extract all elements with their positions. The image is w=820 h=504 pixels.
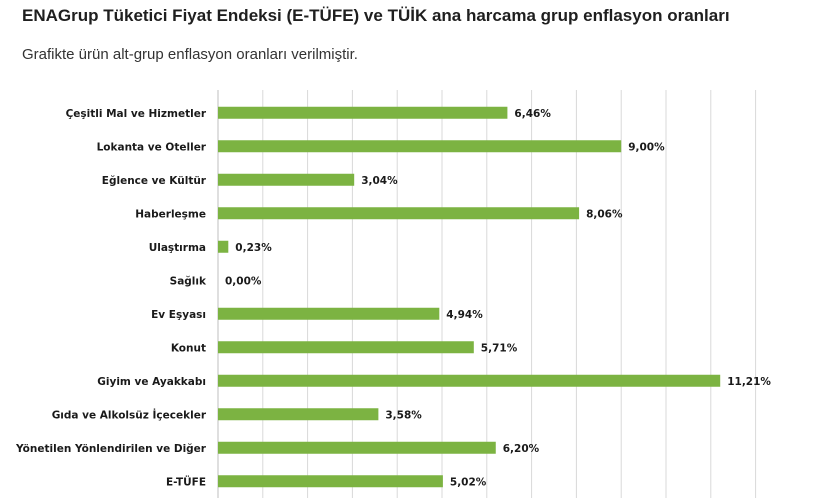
value-label: 5,71% [481, 342, 518, 354]
bar [218, 106, 508, 119]
value-label: 3,04% [361, 175, 398, 187]
category-label: Ulaştırma [149, 242, 206, 254]
category-label: Çeşitli Mal ve Hizmetler [66, 108, 207, 120]
chart-subtitle: Grafikte ürün alt-grup enflasyon oranlar… [22, 46, 358, 63]
value-label: 5,02% [450, 476, 487, 488]
value-label: 3,58% [385, 409, 422, 421]
category-label: Ev Eşyası [151, 309, 206, 321]
bar [218, 307, 440, 320]
value-label: 4,94% [446, 309, 483, 321]
bar [218, 475, 443, 488]
bar [218, 441, 496, 454]
category-labels: Çeşitli Mal ve Hizmetler Lokanta ve Otell… [15, 108, 207, 489]
category-label: Lokanta ve Oteller [97, 141, 207, 153]
value-label: 0,00% [225, 275, 262, 287]
value-label: 0,23% [235, 242, 272, 254]
category-label: Eğlence ve Kültür [102, 175, 207, 187]
value-labels: 6,46% 9,00% 3,04% 8,06% 0,23% 0,00% 4,94% 5,71%… [225, 108, 771, 489]
bar [218, 240, 229, 253]
bar [218, 140, 622, 153]
value-label: 8,06% [586, 208, 623, 220]
value-label: 6,46% [514, 108, 551, 120]
category-label: Konut [171, 342, 206, 354]
category-label: Yönetilen Yönlendirilen ve Diğer [15, 443, 207, 455]
grid-lines [217, 90, 757, 498]
bar-chart: Çeşitli Mal ve Hizmetler Lokanta ve Otell… [15, 90, 771, 498]
category-label: Gıda ve Alkolsüz İçecekler [52, 407, 207, 421]
category-label: Sağlık [170, 275, 207, 287]
value-label: 6,20% [503, 443, 540, 455]
category-label: Giyim ve Ayakkabı [97, 376, 206, 388]
chart-title: ENAGrup Tüketici Fiyat Endeksi (E-TÜFE) … [22, 6, 730, 25]
bar [218, 341, 474, 354]
category-label: E-TÜFE [166, 474, 206, 488]
value-label: 11,21% [727, 376, 771, 388]
category-label: Haberleşme [135, 208, 206, 220]
bar [218, 408, 379, 421]
bars [218, 106, 721, 488]
bar [218, 173, 355, 186]
bar [218, 374, 721, 387]
bar [218, 207, 580, 220]
value-label: 9,00% [628, 141, 665, 153]
